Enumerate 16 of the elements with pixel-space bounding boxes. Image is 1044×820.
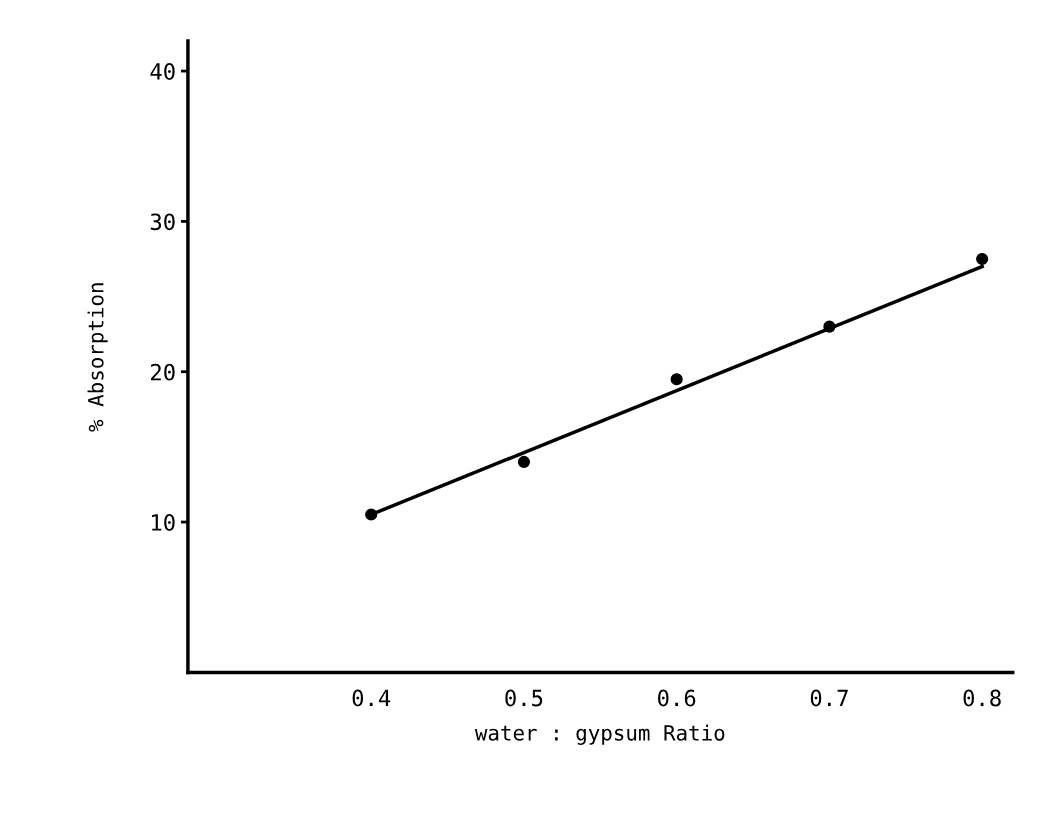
x-axis-title: water : gypsum Ratio	[474, 724, 725, 745]
y-tick-label: 40	[150, 63, 175, 80]
x-tick-label: 0.5	[505, 689, 543, 707]
y-tick-label: 30	[150, 213, 175, 231]
x-tick-label: 0.6	[658, 689, 696, 707]
x-tick-label: 0.8	[963, 689, 1001, 707]
y-tick-label: 20	[151, 363, 175, 381]
x-tick-label: 0.4	[352, 689, 391, 707]
point	[365, 508, 378, 521]
y-tick-label: 10	[152, 514, 175, 531]
point	[976, 252, 989, 266]
point	[823, 320, 836, 333]
x-tick-label: 0.7	[810, 689, 848, 707]
point	[670, 373, 683, 386]
point	[517, 455, 531, 469]
y-axis-title: % Absorption	[87, 283, 108, 432]
